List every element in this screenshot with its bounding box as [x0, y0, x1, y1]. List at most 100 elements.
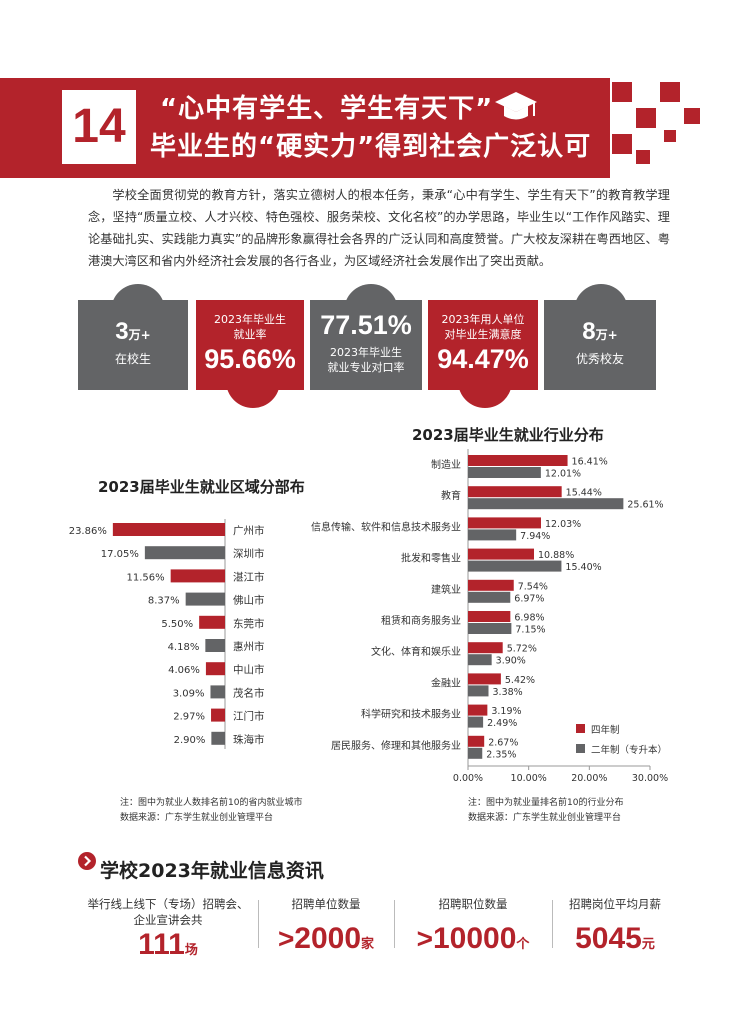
industry-bar — [468, 579, 514, 591]
region-bar — [170, 569, 225, 583]
region-value-label: 2.90% — [174, 735, 206, 746]
region-chart-title: 2023届毕业生就业区域分部布 — [98, 478, 305, 496]
industry-value-label: 2.67% — [488, 737, 518, 748]
industry-bar — [468, 498, 624, 510]
industry-category-label: 科学研究和技术服务业 — [361, 708, 461, 721]
info-salary: 招聘岗位平均月薪 5045元 — [569, 897, 661, 955]
region-bar — [211, 708, 225, 722]
industry-value-label: 3.38% — [493, 687, 523, 698]
industry-category-label: 批发和零售业 — [401, 552, 461, 565]
industry-value-label: 6.98% — [514, 613, 544, 624]
region-value-label: 23.86% — [69, 526, 107, 537]
divider — [552, 900, 553, 948]
stat-major-match-rate: 77.51% 2023年毕业生 就业专业对口率 — [310, 300, 422, 390]
industry-bar — [468, 716, 484, 728]
industry-bar — [468, 747, 483, 759]
industry-category-label: 信息传输、软件和信息技术服务业 — [311, 520, 461, 533]
industry-x-tick-label: 20.00% — [571, 773, 607, 784]
info-section-title: 学校2023年就业信息资讯 — [100, 860, 324, 882]
industry-bar — [468, 704, 488, 716]
industry-bar — [468, 623, 512, 634]
industry-category-label: 文化、体育和娱乐业 — [371, 645, 461, 658]
industry-value-label: 5.72% — [507, 644, 537, 655]
industry-value-label: 7.94% — [520, 531, 550, 542]
industry-bar — [468, 529, 517, 541]
industry-value-label: 7.15% — [515, 625, 545, 636]
region-bar — [144, 546, 225, 560]
stat-employment-rate: 2023年毕业生 就业率 95.66% — [196, 300, 304, 390]
region-category-label: 中山市 — [233, 663, 265, 676]
industry-bar — [468, 517, 541, 529]
section-number: 14 — [62, 90, 136, 164]
industry-bar — [468, 673, 501, 685]
industry-x-tick-label: 0.00% — [453, 773, 483, 784]
info-employers: 招聘单位数量 >2000家 — [277, 897, 375, 955]
industry-bar — [468, 467, 541, 478]
region-category-label: 佛山市 — [233, 594, 265, 607]
region-value-label: 11.56% — [127, 572, 165, 583]
industry-bar — [468, 560, 562, 572]
industry-value-label: 3.19% — [491, 706, 521, 717]
region-value-label: 3.09% — [173, 688, 205, 699]
region-bar — [211, 731, 225, 745]
region-chart-note: 注：图中为就业人数排名前10的省内就业城市 数据来源：广东学生就业创业管理平台 — [120, 798, 303, 823]
industry-chart-note: 注：图中为就业量排名前10的行业分布 数据来源：广东学生就业创业管理平台 — [468, 798, 624, 823]
industry-bar — [468, 455, 568, 466]
industry-value-label: 25.61% — [627, 500, 663, 511]
stat-employer-satisfaction: 2023年用人单位 对毕业生满意度 94.47% — [428, 300, 538, 390]
industry-category-label: 金融业 — [431, 676, 461, 689]
industry-category-label: 居民服务、修理和其他服务业 — [331, 739, 461, 752]
info-positions: 招聘职位数量 >10000个 — [416, 897, 530, 955]
section-arrow-icon — [78, 852, 96, 870]
region-value-label: 2.97% — [173, 712, 205, 723]
region-bar — [199, 615, 225, 629]
intro-paragraph: 学校全面贯彻党的教育方针，落实立德树人的根本任务，秉承“心中有学生、学生有天下”… — [88, 188, 670, 268]
region-category-label: 深圳市 — [233, 547, 265, 560]
industry-bar — [468, 735, 485, 747]
industry-x-tick-label: 10.00% — [511, 773, 547, 784]
industry-bar — [468, 654, 492, 666]
region-value-label: 4.06% — [168, 665, 200, 676]
region-category-label: 惠州市 — [233, 640, 265, 653]
industry-bar — [468, 548, 535, 560]
region-value-label: 4.18% — [168, 642, 200, 653]
industry-bar — [468, 642, 503, 654]
graduation-cap-icon — [495, 92, 537, 120]
region-category-label: 广州市 — [233, 524, 265, 537]
legend-swatch — [576, 744, 585, 753]
industry-category-label: 租赁和商务服务业 — [381, 614, 461, 627]
industry-value-label: 12.01% — [545, 469, 581, 480]
legend-label: 四年制 — [591, 724, 620, 736]
industry-value-label: 10.88% — [538, 550, 574, 561]
divider — [394, 900, 395, 948]
region-category-label: 珠海市 — [233, 733, 265, 746]
region-value-label: 17.05% — [101, 549, 139, 560]
region-bar — [112, 523, 225, 536]
region-category-label: 江门市 — [233, 710, 265, 723]
region-value-label: 8.37% — [148, 596, 180, 607]
industry-bar — [468, 611, 511, 622]
industry-value-label: 16.41% — [572, 457, 608, 468]
industry-value-label: 6.97% — [514, 593, 544, 604]
region-category-label: 湛江市 — [233, 570, 265, 583]
region-category-label: 茂名市 — [233, 686, 265, 699]
industry-bar — [468, 591, 511, 603]
industry-value-label: 2.49% — [487, 718, 517, 729]
industry-value-label: 12.03% — [545, 519, 581, 530]
industry-value-label: 3.90% — [496, 656, 526, 667]
industry-chart-title: 2023届毕业生就业行业分布 — [412, 426, 604, 444]
legend-label: 二年制（专升本） — [591, 744, 667, 756]
divider — [258, 900, 259, 948]
page-title-line1: “心中有学生、学生有天下” — [160, 94, 494, 124]
industry-value-label: 2.35% — [486, 749, 516, 760]
industry-x-tick-label: 30.00% — [632, 773, 668, 784]
region-bar — [210, 685, 225, 699]
industry-value-label: 15.44% — [566, 488, 602, 499]
industry-value-label: 7.54% — [518, 581, 548, 592]
info-job-fairs: 举行线上线下（专场）招聘会、 企业宣讲会共 111场 — [87, 897, 249, 961]
stat-students: 3万+ 在校生 — [78, 300, 188, 390]
industry-value-label: 5.42% — [505, 675, 535, 686]
region-value-label: 5.50% — [161, 619, 193, 630]
stat-alumni: 8万+ 优秀校友 — [544, 300, 656, 390]
